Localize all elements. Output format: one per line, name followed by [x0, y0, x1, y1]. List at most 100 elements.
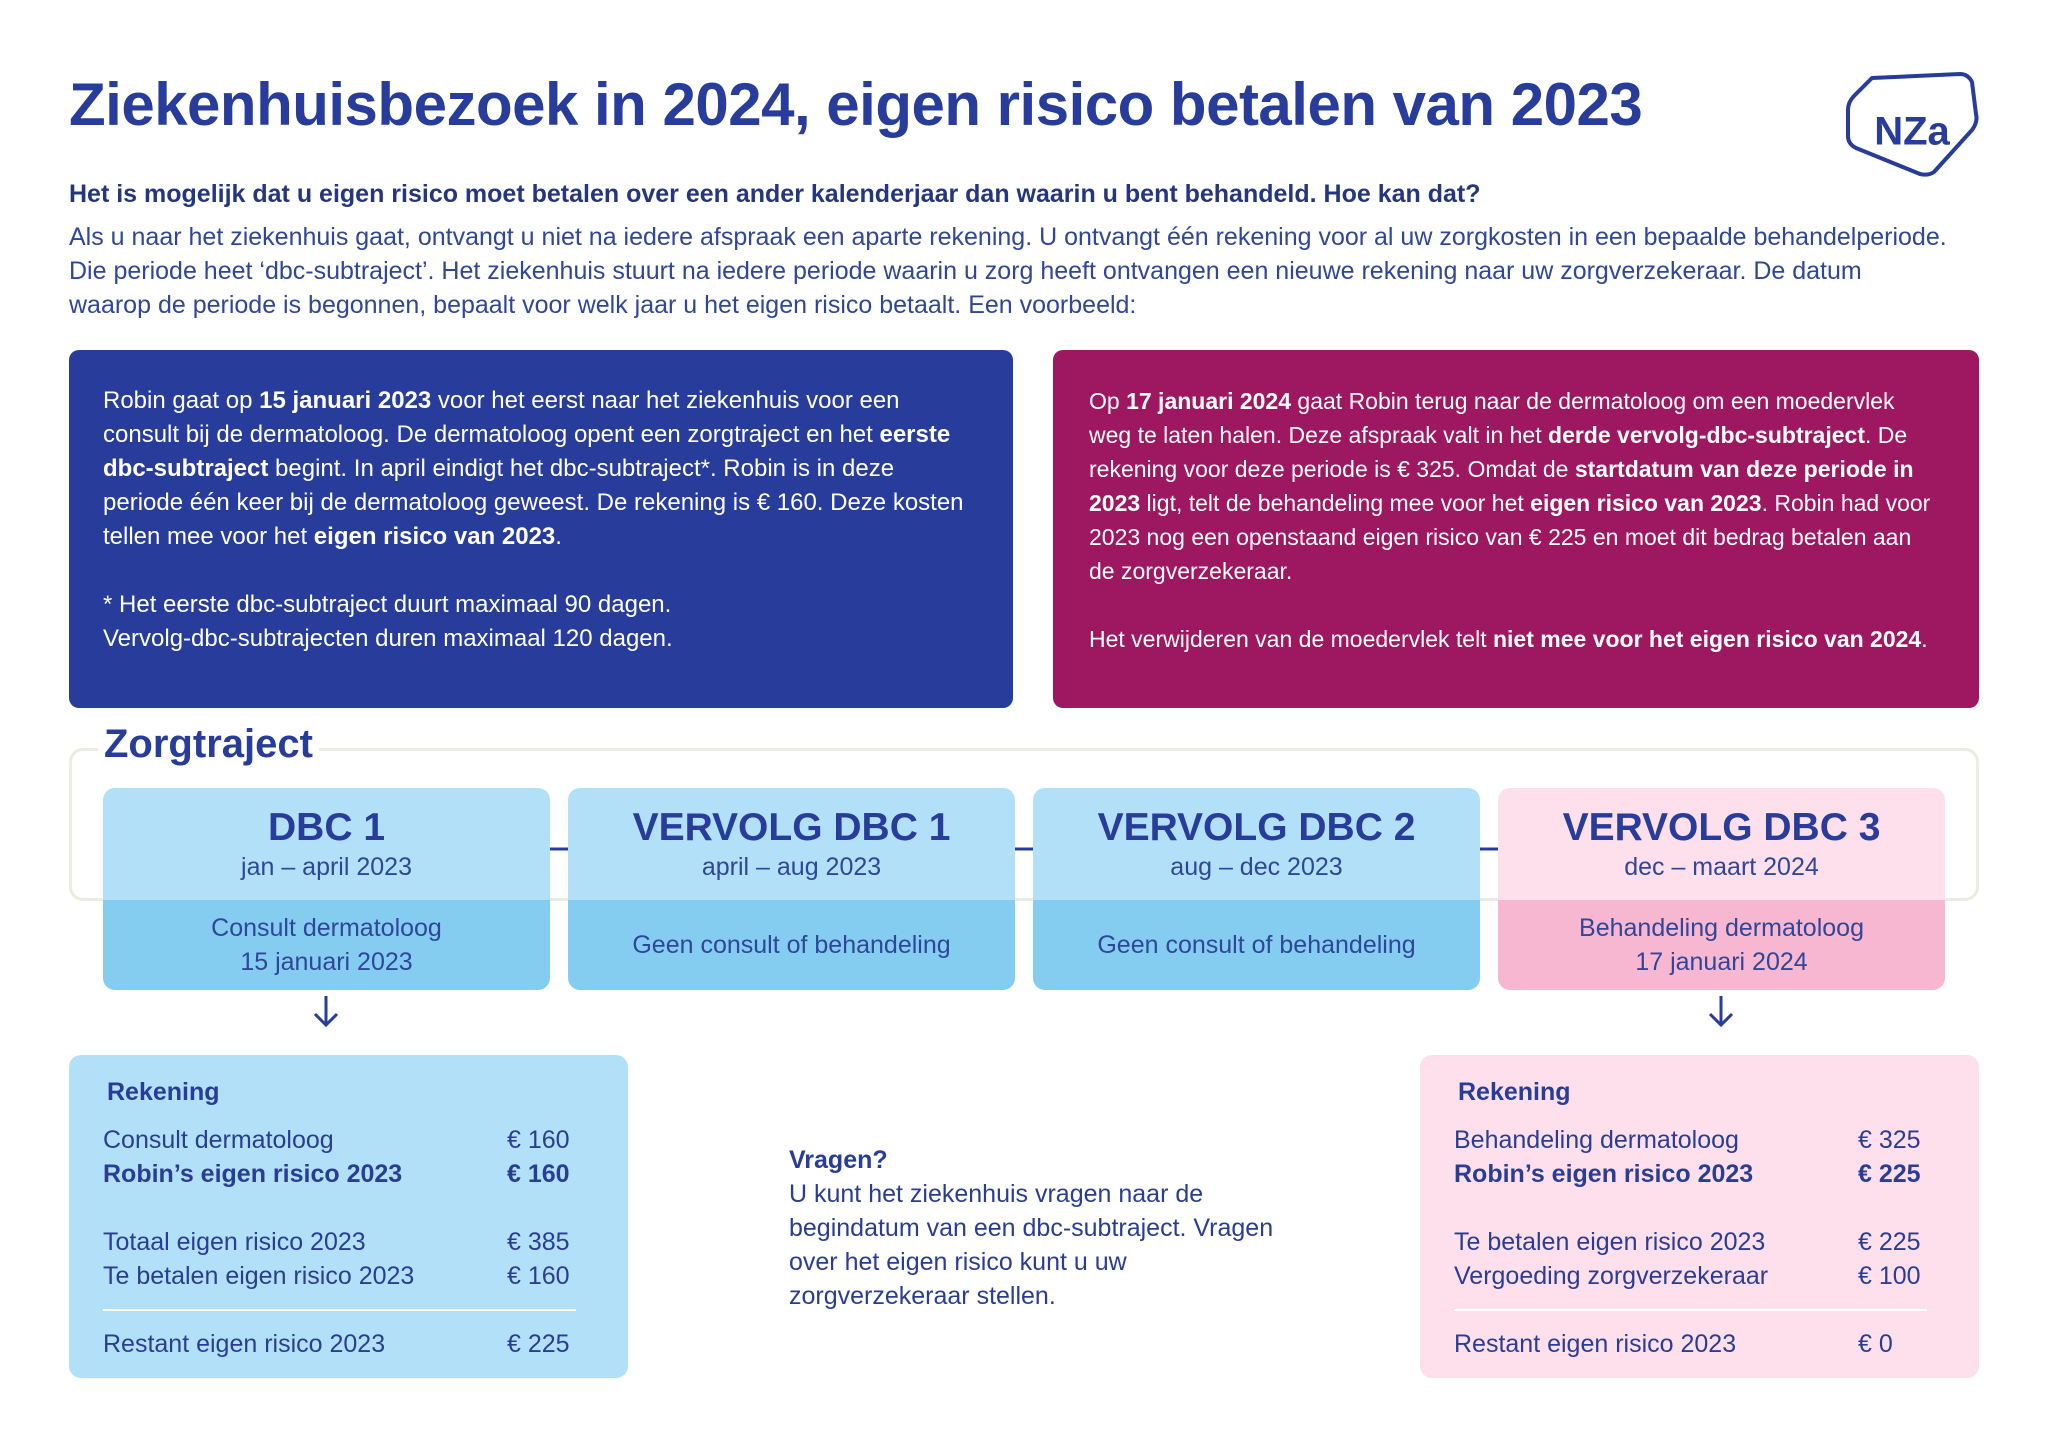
arrow — [313, 996, 339, 1028]
invoice-group: Behandeling dermatoloog € 325 Robin’s eige… — [1454, 1123, 1943, 1191]
bold-text: niet mee voor het eigen risico van 2024 — [1492, 626, 1922, 652]
row-amount: € 160 — [507, 1262, 570, 1290]
event-line: 17 januari 2024 — [1635, 948, 1808, 976]
row-label: Robin’s eigen risico 2023 — [103, 1160, 403, 1188]
logo-frame — [1846, 72, 1979, 177]
invoice-group: Te betalen eigen risico 2023 € 225 Vergoed… — [1454, 1225, 1943, 1293]
bold-text: eigen risico van 2023 — [1530, 490, 1762, 516]
step-name: VERVOLG DBC 3 — [1562, 806, 1881, 849]
row-label: Robin’s eigen risico 2023 — [1454, 1160, 1754, 1188]
row-amount: € 0 — [1858, 1330, 1893, 1358]
event-line: Behandeling dermatoloog — [1579, 914, 1864, 942]
invoice-row: Restant eigen risico 2023 € 225 — [103, 1327, 576, 1361]
bold-text: startdatum van deze periode in 2023 — [1089, 456, 1914, 516]
text: . De rekening voor deze periode is € 325… — [1089, 422, 1908, 482]
logo-text: NZa — [1874, 110, 1950, 154]
step-header: VERVOLG DBC 2 aug – dec 2023 — [1033, 788, 1480, 900]
invoice-group: Consult dermatoloog € 160 Robin’s eigen ri… — [103, 1123, 592, 1191]
step-event: Geen consult of behandeling — [568, 900, 1015, 990]
timeline-step: DBC 1 jan – april 2023 Consult dermatoloog… — [103, 788, 550, 990]
row-amount: € 385 — [507, 1228, 570, 1256]
row-label: Totaal eigen risico 2023 — [103, 1228, 366, 1256]
questions-title: Vragen? — [789, 1146, 888, 1174]
text: Het verwijderen van de moedervlek telt — [1089, 626, 1493, 652]
invoice-row: Consult dermatoloog € 160 — [103, 1123, 592, 1157]
text: begint. In april eindigt het dbc-subtraj… — [103, 455, 964, 550]
row-amount: € 225 — [1858, 1160, 1921, 1188]
invoice-row: Behandeling dermatoloog € 325 — [1454, 1123, 1943, 1157]
example-box: Op 17 januari 2024 gaat Robin terug naar… — [1053, 350, 1979, 708]
step-name: DBC 1 — [267, 806, 386, 849]
logo: NZa — [1846, 72, 1979, 177]
invoice-row: Te betalen eigen risico 2023 € 225 — [1454, 1225, 1943, 1259]
bold-text: derde vervolg-dbc-subtraject — [1548, 422, 1865, 448]
row-amount: € 160 — [507, 1126, 570, 1154]
invoice: Rekening Behandeling dermatoloog € 325 Robi… — [1420, 1055, 1979, 1378]
text: . — [555, 523, 562, 550]
step-header: DBC 1 jan – april 2023 — [103, 788, 550, 900]
text: . — [1921, 626, 1928, 652]
text: ligt, telt de behandeling mee voor het — [1140, 490, 1531, 516]
invoice-group: Totaal eigen risico 2023 € 385 Te betalen … — [103, 1225, 592, 1293]
text: gaat Robin terug naar de dermatoloog om … — [1089, 388, 1895, 448]
invoice-row: Te betalen eigen risico 2023 € 160 — [103, 1259, 592, 1293]
questions: Vragen? U kunt het ziekenhuis vragen naa… — [789, 1143, 1309, 1313]
step-header: VERVOLG DBC 3 dec – maart 2024 — [1498, 788, 1945, 900]
timeline-connectors — [313, 847, 1734, 1028]
questions-text: U kunt het ziekenhuis vragen naar de beg… — [789, 1180, 1274, 1310]
page-title: Ziekenhuisbezoek in 2024, eigen risico b… — [69, 71, 1643, 138]
bold-text: 17 januari 2024 — [1126, 388, 1292, 414]
step-name: VERVOLG DBC 1 — [632, 806, 951, 849]
step-event: Consult dermatoloog 15 januari 2023 — [103, 900, 550, 990]
timeline-title: Zorgtraject — [98, 722, 319, 767]
step-period: dec – maart 2024 — [1624, 853, 1819, 881]
invoice-title: Rekening — [1458, 1078, 1571, 1106]
step-period: jan – april 2023 — [241, 853, 412, 881]
step-event: Geen consult of behandeling — [1033, 900, 1480, 990]
invoice-row: Vergoeding zorgverzekeraar € 100 — [1454, 1259, 1943, 1293]
timeline-step: VERVOLG DBC 1 april – aug 2023 Geen consul… — [568, 788, 1015, 990]
row-amount: € 225 — [1858, 1228, 1921, 1256]
text: . Robin had voor 2023 nog een openstaand… — [1089, 490, 1931, 584]
row-label: Te betalen eigen risico 2023 — [103, 1262, 415, 1290]
invoice-group: Restant eigen risico 2023 € 225 — [103, 1309, 576, 1361]
row-label: Consult dermatoloog — [103, 1126, 334, 1154]
timeline-step: VERVOLG DBC 3 dec – maart 2024 Behandeling… — [1498, 788, 1945, 990]
footnote: * Het eerste dbc-subtraject duurt maxima… — [103, 588, 979, 656]
paragraph: Het verwijderen van de moedervlek telt n… — [1089, 622, 1943, 656]
footnote-line: Vervolg-dbc-subtrajecten duren maximaal … — [103, 625, 673, 652]
invoice-group: Restant eigen risico 2023 € 0 — [1454, 1309, 1927, 1361]
text: Robin gaat op — [103, 387, 260, 414]
step-name: VERVOLG DBC 2 — [1097, 806, 1416, 849]
arrow — [1708, 996, 1734, 1028]
row-amount: € 225 — [507, 1330, 570, 1358]
row-amount: € 325 — [1858, 1126, 1921, 1154]
text: voor het eerst naar het ziekenhuis voor … — [103, 387, 900, 448]
invoice-title: Rekening — [107, 1078, 220, 1106]
invoice-row: Totaal eigen risico 2023 € 385 — [103, 1225, 592, 1259]
row-label: Restant eigen risico 2023 — [103, 1330, 386, 1358]
row-amount: € 160 — [507, 1160, 570, 1188]
step-header: VERVOLG DBC 1 april – aug 2023 — [568, 788, 1015, 900]
event-line: Geen consult of behandeling — [632, 931, 951, 959]
row-label: Vergoeding zorgverzekeraar — [1454, 1262, 1769, 1290]
event-line: Geen consult of behandeling — [1097, 931, 1416, 959]
timeline-step: VERVOLG DBC 2 aug – dec 2023 Geen consult … — [1033, 788, 1480, 990]
row-label: Restant eigen risico 2023 — [1454, 1330, 1737, 1358]
step-period: april – aug 2023 — [701, 853, 882, 881]
invoice-row: Robin’s eigen risico 2023 € 160 — [103, 1157, 592, 1191]
step-period: aug – dec 2023 — [1170, 853, 1343, 881]
timeline-frame — [69, 748, 1979, 901]
row-amount: € 100 — [1858, 1262, 1921, 1290]
footnote-line: * Het eerste dbc-subtraject duurt maxima… — [103, 591, 672, 618]
intro-question: Het is mogelijk dat u eigen risico moet … — [69, 180, 1481, 208]
bold-text: eerste dbc-subtraject — [103, 421, 951, 482]
bold-text: 15 januari 2023 — [259, 387, 432, 414]
row-label: Behandeling dermatoloog — [1454, 1126, 1739, 1154]
event-line: Consult dermatoloog — [211, 914, 442, 942]
bold-text: eigen risico van 2023 — [313, 523, 556, 550]
row-label: Te betalen eigen risico 2023 — [1454, 1228, 1766, 1256]
invoice-row: Restant eigen risico 2023 € 0 — [1454, 1327, 1927, 1361]
step-event: Behandeling dermatoloog 17 januari 2024 — [1498, 900, 1945, 990]
